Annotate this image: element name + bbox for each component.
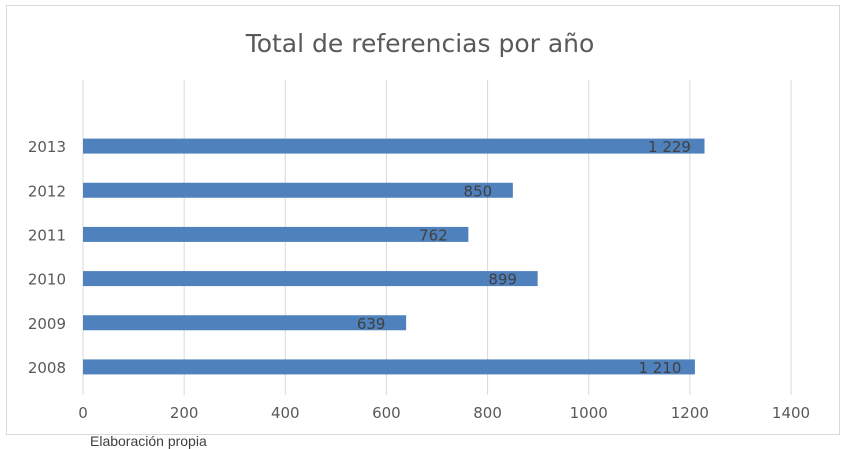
gridlines	[82, 80, 792, 395]
bar-2012	[83, 182, 513, 198]
category-label-2008: 2008	[28, 359, 66, 377]
data-label-2008: 1 210	[638, 359, 681, 377]
category-label-2009: 2009	[28, 315, 66, 333]
data-labels: 1 210 639 899 762 850 1 229	[357, 138, 691, 377]
x-tick-label: 200	[170, 404, 199, 422]
bar-2010	[83, 271, 538, 287]
bar-2011	[83, 226, 469, 242]
data-label-2011: 762	[419, 226, 448, 244]
category-axis-labels: 2008 2009 2010 2011 2012 2013	[28, 138, 66, 377]
data-label-2013: 1 229	[648, 138, 691, 156]
bar-2009	[83, 315, 407, 331]
category-label-2012: 2012	[28, 182, 66, 200]
bar-2013	[83, 138, 705, 154]
x-tick-label: 1200	[671, 404, 709, 422]
x-tick-label: 400	[271, 404, 300, 422]
category-label-2010: 2010	[28, 271, 66, 289]
bar-2008	[83, 359, 695, 375]
x-tick-label: 1400	[772, 404, 810, 422]
category-label-2011: 2011	[28, 226, 66, 244]
data-label-2012: 850	[464, 182, 493, 200]
data-label-2009: 639	[357, 315, 386, 333]
value-axis-labels: 0 200 400 600 800 1000 1200 1400	[78, 404, 810, 422]
x-tick-label: 0	[78, 404, 88, 422]
category-label-2013: 2013	[28, 138, 66, 156]
source-note: Elaboración propia	[90, 433, 207, 449]
x-tick-label: 1000	[570, 404, 608, 422]
bars	[83, 138, 705, 375]
x-tick-label: 600	[372, 404, 401, 422]
chart-title: Total de referencias por año	[245, 29, 595, 58]
x-tick-label: 800	[473, 404, 502, 422]
data-label-2010: 899	[488, 271, 517, 289]
